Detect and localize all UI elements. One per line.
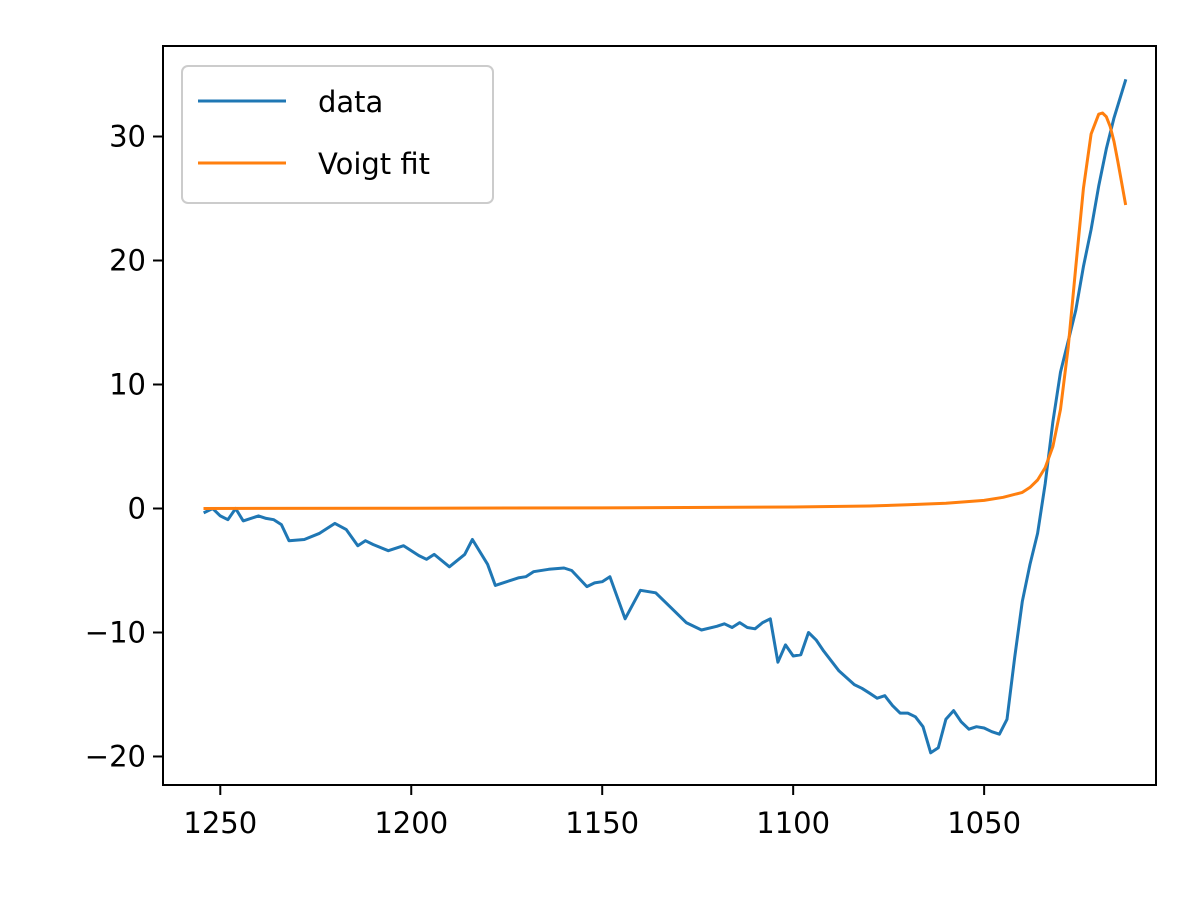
y-tick-label: 20 (109, 244, 146, 278)
y-tick-label: −10 (85, 615, 146, 649)
x-tick-label: 1250 (183, 806, 257, 840)
y-axis: 30 20 10 0 −10 −20 (85, 120, 163, 773)
series-line-data (202, 78, 1128, 755)
legend-label-data: data (318, 85, 383, 119)
y-tick-label: −20 (85, 739, 146, 773)
x-tick-label: 1200 (374, 806, 448, 840)
legend: data Voigt fit (181, 65, 494, 204)
x-tick-label: 1100 (756, 806, 830, 840)
y-tick-label: 30 (109, 120, 146, 154)
legend-label-voigt-fit: Voigt fit (318, 147, 430, 181)
y-tick-label: 0 (128, 491, 146, 525)
x-tick-label: 1050 (947, 806, 1021, 840)
x-axis: 1250 1200 1150 1100 1050 (183, 785, 1021, 840)
axes-frame (162, 45, 1157, 786)
series-line-voigt-fit (203, 111, 1128, 511)
x-tick-label: 1150 (565, 806, 639, 840)
y-tick-label: 10 (109, 368, 146, 402)
plot-area (202, 78, 1128, 755)
